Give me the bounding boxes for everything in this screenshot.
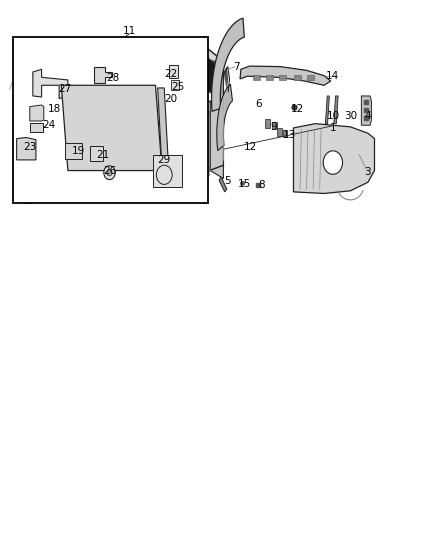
Polygon shape <box>17 138 36 160</box>
Polygon shape <box>217 61 223 101</box>
Bar <box>266 75 273 80</box>
Text: 4: 4 <box>364 111 371 120</box>
Text: 22: 22 <box>164 69 177 79</box>
Text: 10: 10 <box>326 111 339 120</box>
Bar <box>277 128 282 136</box>
Polygon shape <box>240 66 331 85</box>
Polygon shape <box>212 18 244 111</box>
Circle shape <box>74 51 114 99</box>
Text: 28: 28 <box>106 73 120 83</box>
Text: 27: 27 <box>58 84 71 94</box>
Text: 25: 25 <box>171 82 184 92</box>
Bar <box>145 59 184 83</box>
Text: 7: 7 <box>233 62 240 71</box>
Polygon shape <box>50 49 223 61</box>
Circle shape <box>323 151 343 174</box>
Text: 12: 12 <box>291 104 304 114</box>
Text: 12: 12 <box>244 142 257 151</box>
Polygon shape <box>334 96 338 124</box>
Circle shape <box>83 61 105 88</box>
Text: 20: 20 <box>164 94 177 103</box>
Polygon shape <box>158 88 169 171</box>
Bar <box>169 65 178 78</box>
Text: 9: 9 <box>270 122 277 132</box>
Text: 24: 24 <box>42 120 56 130</box>
Polygon shape <box>293 124 374 193</box>
Polygon shape <box>50 61 57 101</box>
Circle shape <box>107 169 112 176</box>
Text: 15: 15 <box>237 179 251 189</box>
Polygon shape <box>210 101 223 179</box>
Text: 11: 11 <box>123 26 136 36</box>
Polygon shape <box>50 49 223 101</box>
Polygon shape <box>24 101 223 179</box>
Polygon shape <box>33 69 68 99</box>
Circle shape <box>104 166 115 180</box>
Polygon shape <box>94 67 112 83</box>
Polygon shape <box>57 53 217 97</box>
Text: 23: 23 <box>23 142 36 151</box>
Polygon shape <box>217 84 233 151</box>
Bar <box>65 143 82 159</box>
Bar <box>307 75 314 80</box>
Polygon shape <box>219 177 227 192</box>
Bar <box>30 123 43 132</box>
Polygon shape <box>30 105 44 121</box>
Text: 8: 8 <box>258 180 265 190</box>
Text: 13: 13 <box>283 130 296 140</box>
Polygon shape <box>50 109 217 177</box>
Bar <box>90 146 103 161</box>
Bar <box>171 80 179 90</box>
Text: 29: 29 <box>158 155 171 165</box>
Polygon shape <box>361 96 371 125</box>
Bar <box>253 75 260 80</box>
Polygon shape <box>325 96 329 124</box>
Bar <box>13 37 208 203</box>
Polygon shape <box>24 101 59 176</box>
Text: 3: 3 <box>364 167 371 176</box>
Text: 19: 19 <box>71 146 85 156</box>
Polygon shape <box>46 179 188 184</box>
Bar <box>279 75 286 80</box>
Bar <box>153 155 182 187</box>
Polygon shape <box>223 67 228 91</box>
Text: 14: 14 <box>326 71 339 81</box>
Text: 18: 18 <box>48 104 61 114</box>
Text: 30: 30 <box>344 111 357 120</box>
Text: 21: 21 <box>96 150 110 159</box>
Bar <box>272 122 277 129</box>
Text: 1: 1 <box>329 123 336 133</box>
Bar <box>265 119 270 128</box>
Text: 6: 6 <box>255 99 262 109</box>
Text: 5: 5 <box>224 176 231 186</box>
Bar <box>294 75 301 80</box>
Polygon shape <box>61 85 162 171</box>
Text: 17: 17 <box>23 196 36 206</box>
Bar <box>283 130 287 137</box>
Text: 26: 26 <box>103 166 116 175</box>
